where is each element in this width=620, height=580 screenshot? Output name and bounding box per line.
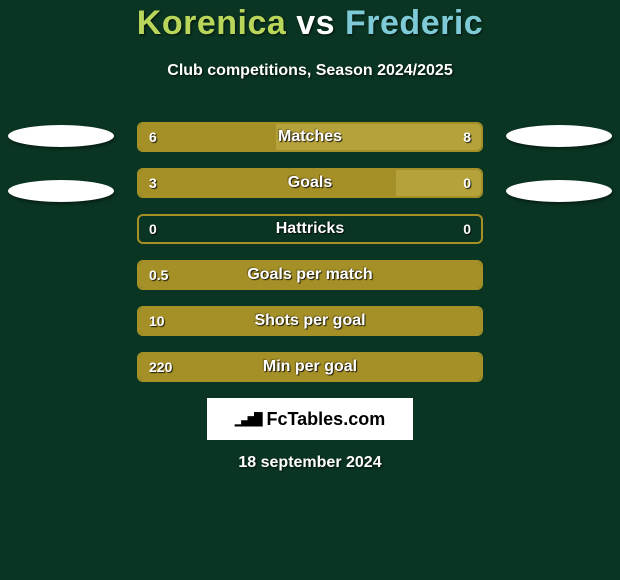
stat-seg-left xyxy=(139,262,481,288)
stat-seg-right xyxy=(276,124,481,150)
stat-value-right: 0 xyxy=(463,216,471,242)
title-vs: vs xyxy=(296,4,335,42)
stat-row: Hattricks0 0 xyxy=(137,214,483,244)
comparison-card: Korenica vs Frederic Club competitions, … xyxy=(0,0,620,580)
stat-row: Goals per match0.5 xyxy=(137,260,483,290)
stat-seg-left xyxy=(139,354,481,380)
stat-seg-left xyxy=(139,170,396,196)
title-player-left: Korenica xyxy=(137,4,287,42)
stat-row: Min per goal220 xyxy=(137,352,483,382)
brand-bars-icon: ▁▃▅▇ xyxy=(235,415,261,423)
stat-row: Matches68 xyxy=(137,122,483,152)
brand-box: ▁▃▅▇ FcTables.com xyxy=(207,398,413,440)
date-text: 18 september 2024 xyxy=(0,454,620,472)
stat-value-left: 0 xyxy=(149,216,157,242)
stat-bars: Matches68 Goals30 Hattricks0 0 Goals per mat… xyxy=(0,122,620,398)
brand-text: FcTables.com xyxy=(267,409,386,430)
stat-seg-left xyxy=(139,308,481,334)
stat-seg-right xyxy=(396,170,482,196)
page-title: Korenica vs Frederic xyxy=(0,4,620,43)
stat-row: Shots per goal10 xyxy=(137,306,483,336)
stat-label: Hattricks xyxy=(139,216,481,242)
stat-seg-left xyxy=(139,124,276,150)
stat-row: Goals30 xyxy=(137,168,483,198)
title-player-right: Frederic xyxy=(345,4,483,42)
subtitle: Club competitions, Season 2024/2025 xyxy=(0,62,620,80)
